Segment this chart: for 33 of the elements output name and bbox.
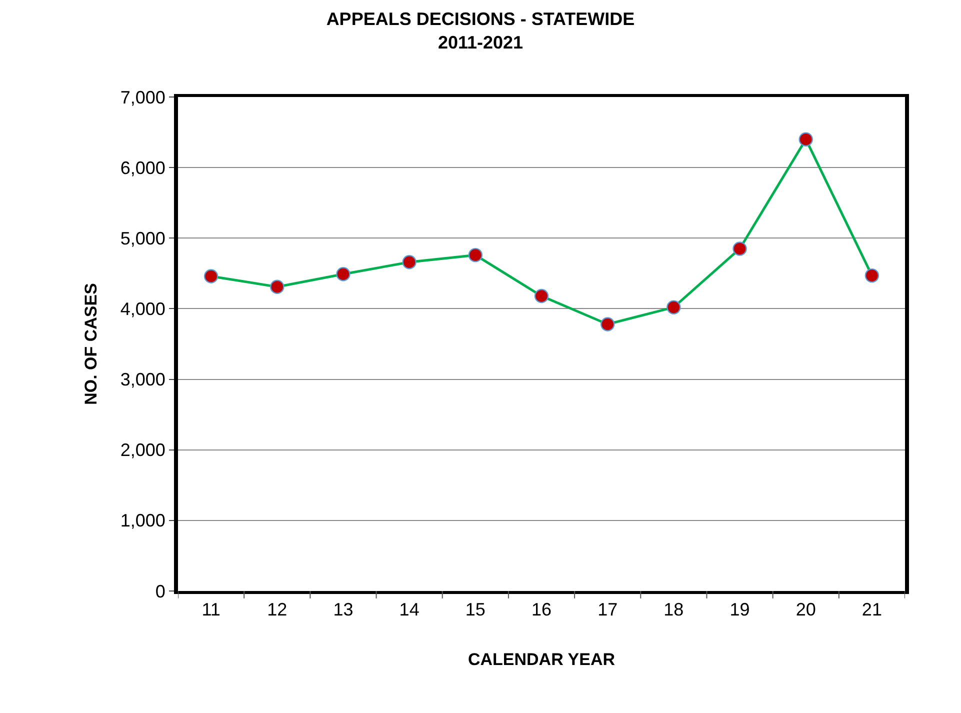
x-axis-title: CALENDAR YEAR: [468, 650, 616, 669]
y-tick-label: 7,000: [120, 87, 166, 108]
point: [336, 267, 350, 282]
x-tick-label: 13: [333, 600, 354, 620]
point: [798, 132, 813, 146]
y-tick-label: 4,000: [120, 299, 166, 320]
point: [864, 268, 880, 283]
y-axis-title: NO. OF CASES: [81, 283, 100, 405]
point: [600, 317, 615, 332]
point: [270, 280, 284, 294]
y-tick-label: 1,000: [120, 510, 166, 531]
x-tick-label: 11: [202, 600, 220, 620]
y-tick-label: 0: [155, 581, 166, 602]
x-tick-label: 17: [598, 600, 618, 620]
chart-title: APPEALS DECISIONS - STATEWIDE 2011-2021: [326, 8, 635, 52]
x-tick-label: 21: [862, 600, 882, 620]
x-tick-label: 16: [531, 600, 552, 620]
y-tick-label: 2,000: [120, 440, 166, 460]
x-tick-label: 14: [399, 600, 420, 620]
point: [666, 300, 681, 314]
x-tick-label: 18: [664, 600, 684, 620]
point: [402, 255, 416, 270]
x-tick-label: 12: [267, 600, 288, 620]
point: [468, 248, 483, 262]
x-tick-label: 19: [730, 600, 750, 620]
y-tick-label: 3,000: [120, 370, 166, 390]
y-tick-label: 6,000: [120, 158, 166, 178]
y-tick-label: 5,000: [120, 228, 166, 248]
point: [534, 288, 549, 304]
point: [732, 242, 747, 256]
x-tick-label: 20: [796, 600, 816, 620]
x-tick-label: 15: [465, 600, 486, 620]
point: [204, 269, 218, 284]
